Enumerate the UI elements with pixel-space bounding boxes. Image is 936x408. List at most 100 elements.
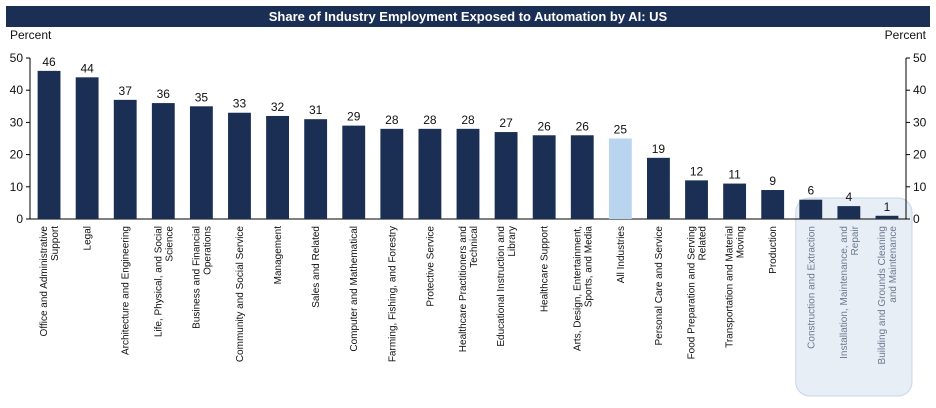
bar-value-label: 26 [576, 119, 590, 133]
bar [608, 138, 632, 219]
bar-value-label: 25 [614, 123, 628, 137]
x-category-label-line: Support [50, 226, 61, 261]
x-category-label: Management [273, 226, 284, 285]
x-category-label-line: Related [698, 226, 709, 260]
bar [875, 215, 899, 219]
x-category-label: Personal Care and Service [654, 226, 665, 346]
bar [228, 112, 251, 219]
y-tick-label-right: 20 [913, 148, 927, 162]
bar [113, 99, 137, 219]
bar-value-label: 28 [461, 113, 475, 127]
x-category-label-line: Sales and Related [311, 226, 322, 308]
x-category-label: Business and FinancialOperations [191, 226, 213, 329]
x-category-label: Computer and Mathematical [349, 226, 360, 352]
y-axis-unit-right: Percent [884, 28, 926, 42]
bar [685, 180, 708, 219]
bar [75, 77, 99, 219]
x-category-label: Educational Instruction andLibrary [496, 226, 518, 347]
y-tick-label-right: 30 [913, 115, 927, 129]
x-category-label-line: Library [507, 226, 518, 257]
y-tick-label-right: 50 [913, 51, 927, 65]
bar-value-label: 4 [846, 190, 853, 204]
bar-value-label: 27 [499, 116, 513, 130]
x-category-label: Building and Grounds Cleaningand Mainten… [877, 226, 899, 365]
x-category-label: Food Preparation and ServingRelated [687, 226, 709, 359]
x-category-label: Architecture and Engineering [121, 226, 132, 355]
bar [799, 199, 823, 219]
x-category-label: Legal [83, 226, 94, 250]
bar-value-label: 31 [309, 103, 323, 117]
bar [304, 119, 328, 219]
bar-value-label: 44 [80, 61, 94, 75]
bar [723, 183, 747, 219]
bar-value-label: 29 [347, 110, 361, 124]
x-category-label: Life, Physical, and SocialScience [153, 226, 175, 338]
x-category-label-line: Science [164, 226, 175, 262]
x-category-label-line: Healthcare Practitioners and [458, 226, 469, 352]
muted-group-box [795, 197, 913, 397]
x-category-label-line: Technical [469, 226, 480, 268]
x-category-label-line: Farming, Fishing, and Forestry [387, 226, 398, 362]
x-category-label-line: Production [768, 226, 779, 274]
bar-value-label: 9 [769, 174, 776, 188]
bar [494, 132, 518, 219]
x-category-label: Healthcare Practitioners andTechnical [458, 226, 480, 352]
x-category-label-line: Office and Administrative [39, 226, 50, 337]
y-tick-label-right: 40 [913, 83, 927, 97]
x-category-label-line: Sports, and Media [583, 226, 594, 308]
bar-value-label: 37 [119, 84, 133, 98]
x-category-label-line: Healthcare Support [540, 226, 551, 312]
x-category-label-line: Operations [202, 226, 213, 275]
bar-value-label: 36 [157, 87, 171, 101]
bar-value-label: 19 [652, 142, 666, 156]
bar [647, 157, 670, 219]
bar-value-label: 28 [385, 113, 399, 127]
bar [37, 70, 61, 219]
x-category-label-line: Repair [850, 225, 861, 255]
bar [456, 128, 480, 219]
x-category-label: Healthcare Support [540, 226, 551, 312]
bar-value-label: 46 [42, 55, 56, 69]
bar [151, 103, 175, 219]
x-category-label: Sales and Related [311, 226, 322, 308]
x-category-label: Installation, Maintenance, andRepair [839, 225, 861, 359]
bar [418, 128, 442, 219]
x-category-label: Office and AdministrativeSupport [39, 226, 61, 337]
x-category-label-line: Transportation and Material [725, 226, 736, 348]
bar [570, 135, 594, 219]
bar [532, 135, 556, 219]
x-category-label: Transportation and MaterialMoving [725, 226, 747, 348]
bar-value-label: 26 [537, 119, 551, 133]
y-tick-label-left: 10 [10, 180, 24, 194]
y-tick-label-right: 10 [913, 180, 927, 194]
y-tick-label-left: 20 [10, 148, 24, 162]
x-category-label-line: Food Preparation and Serving [687, 226, 698, 359]
bar-value-label: 6 [807, 184, 814, 198]
x-category-label: All Industries [616, 226, 627, 283]
x-category-label-line: Arts, Design, Entertainment, [572, 226, 583, 351]
bar-value-label: 11 [728, 168, 741, 182]
bar-value-label: 32 [271, 100, 285, 114]
y-tick-label-left: 40 [10, 83, 24, 97]
y-tick-label-left: 30 [10, 115, 24, 129]
x-category-label: Farming, Fishing, and Forestry [387, 226, 398, 362]
x-category-label-line: Community and Social Service [235, 226, 246, 363]
x-category-label: Protective Service [425, 226, 436, 307]
bar [342, 125, 366, 219]
x-category-label-line: Management [273, 226, 284, 285]
x-category-label-line: Life, Physical, and Social [153, 226, 164, 337]
bar [266, 115, 289, 219]
bar [189, 106, 213, 219]
bar [837, 206, 861, 219]
y-tick-label-left: 0 [16, 212, 23, 226]
bar-value-label: 28 [423, 113, 437, 127]
x-category-label: Construction and Extraction [806, 226, 817, 349]
bar-value-label: 1 [884, 200, 891, 214]
x-category-label-line: Business and Financial [191, 226, 202, 329]
x-category-label-line: Moving [736, 226, 747, 258]
bar-value-label: 12 [690, 164, 704, 178]
x-category-label-line: Personal Care and Service [654, 226, 665, 346]
bar-value-label: 33 [233, 97, 247, 111]
y-tick-label-right: 0 [913, 212, 920, 226]
bar-value-label: 35 [195, 90, 209, 104]
